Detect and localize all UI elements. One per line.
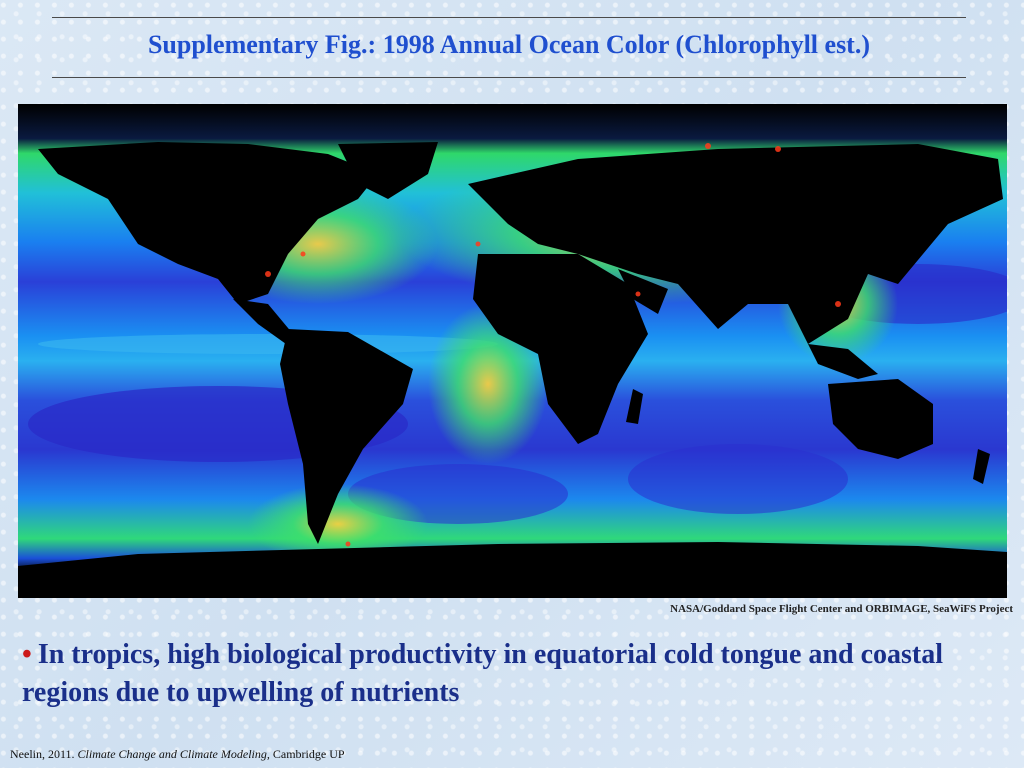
citation-book-title: Climate Change and Climate Modeling, xyxy=(77,747,270,761)
land-masses xyxy=(18,142,1007,598)
bullet-symbol: • xyxy=(22,639,32,670)
coastal-peaks xyxy=(265,143,841,547)
citation-author-year: Neelin, 2011. xyxy=(10,747,75,761)
image-credit: NASA/Goddard Space Flight Center and ORB… xyxy=(670,603,1013,615)
bullet-text: In tropics, high biological productivity… xyxy=(22,639,943,708)
title-rule-bottom xyxy=(52,77,966,78)
citation-footer: Neelin, 2011. Climate Change and Climate… xyxy=(10,747,345,762)
slide-title: Supplementary Fig.: 1998 Annual Ocean Co… xyxy=(147,30,871,59)
bullet-point: • In tropics, high biological productivit… xyxy=(22,636,1002,712)
chlorophyll-map xyxy=(18,104,1007,598)
citation-publisher: Cambridge UP xyxy=(272,747,345,761)
world-map-graphic xyxy=(18,104,1007,598)
title-rule-top xyxy=(52,17,966,18)
